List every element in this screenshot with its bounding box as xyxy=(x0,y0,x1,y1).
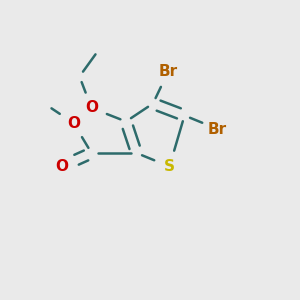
Text: O: O xyxy=(55,159,68,174)
Text: O: O xyxy=(85,100,98,116)
Text: O: O xyxy=(67,116,80,130)
Text: Br: Br xyxy=(208,122,227,136)
Text: S: S xyxy=(164,159,175,174)
Text: Br: Br xyxy=(158,64,178,80)
